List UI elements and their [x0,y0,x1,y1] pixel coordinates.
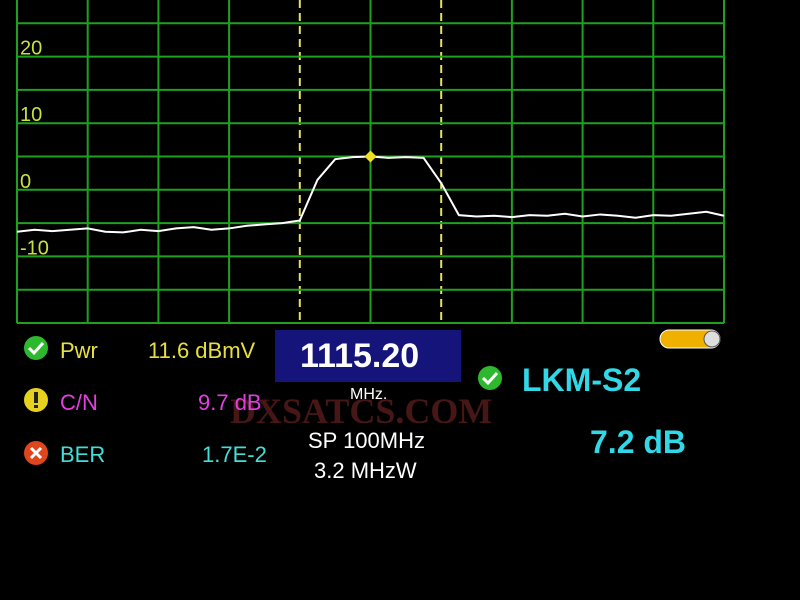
watermark: DXSATCS.COM [230,391,493,431]
modulation: LKM-S2 [522,362,642,398]
y-tick-label: -10 [20,237,49,259]
span: SP 100MHz [308,428,425,453]
y-tick-label: 10 [20,104,42,126]
marker [364,150,377,163]
frequency-value: 1115.20 [300,337,420,375]
y-tick-label: 0 [20,171,31,193]
battery-icon [659,329,721,349]
bandwidth: 3.2 MHzW [314,458,417,483]
cn-value: 9.7 dB [198,390,262,415]
warn-icon [24,388,48,412]
ok-icon [478,366,502,390]
ber-label: BER [60,442,106,467]
cn-label: C/N [60,390,98,415]
spectrum-plot: -100102030 [16,0,725,324]
ok-icon [24,336,48,360]
pwr-label: Pwr [60,338,98,363]
ber-value: 1.7E-2 [202,442,267,467]
mer-value: 7.2 dB [590,424,687,460]
y-tick-label: 20 [20,38,42,60]
error-icon [24,441,48,465]
pwr-value: 11.6 dBmV [148,338,256,363]
frequency-unit: MHz. [350,386,388,403]
